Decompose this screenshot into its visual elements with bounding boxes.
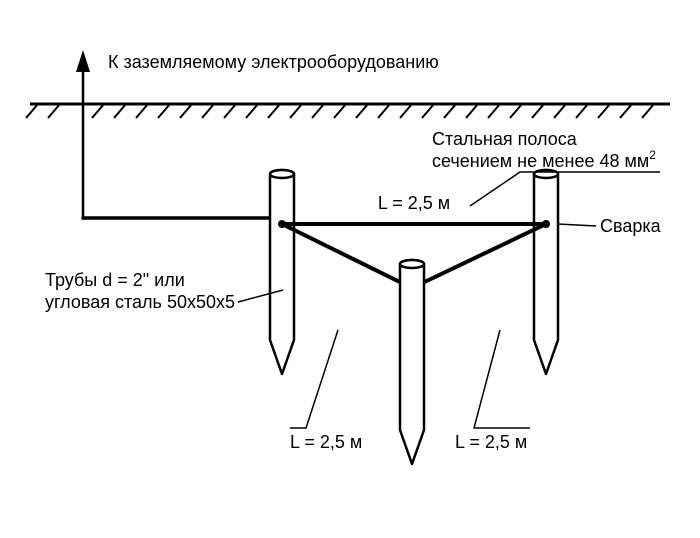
ground-hatch: [268, 104, 280, 118]
electrode-pipe-left: [270, 170, 294, 374]
label-pipes-2: угловая сталь 50х50х5: [45, 292, 235, 312]
label-pipes-1: Трубы d = 2" или: [45, 270, 185, 290]
label-to-equipment: К заземляемому электрооборудованию: [108, 52, 439, 72]
ground-hatch: [378, 104, 390, 118]
leader-steel-strip: [470, 172, 660, 206]
ground-hatch: [488, 104, 500, 118]
label-steel-strip-1: Стальная полоса: [432, 129, 578, 149]
ground-hatch: [48, 104, 60, 118]
ground-hatch: [26, 104, 38, 118]
leader-weld: [558, 224, 596, 226]
ground-hatch: [290, 104, 302, 118]
electrode-pipe-front-cap: [400, 260, 424, 268]
ground-hatch: [312, 104, 324, 118]
ground-hatch: [444, 104, 456, 118]
ground-hatch: [334, 104, 346, 118]
ground-hatch: [554, 104, 566, 118]
ground-hatch: [510, 104, 522, 118]
ground-hatch: [180, 104, 192, 118]
grounding-diagram: К заземляемому электрооборудованию Стальн…: [0, 0, 700, 538]
ground-hatch: [158, 104, 170, 118]
ground-hatch: [422, 104, 434, 118]
label-L-top: L = 2,5 м: [378, 193, 450, 213]
electrode-pipe-front: [400, 260, 424, 464]
strip-diag-left: [282, 224, 412, 288]
ground-hatch: [598, 104, 610, 118]
ground-hatch: [620, 104, 632, 118]
ground-hatch: [466, 104, 478, 118]
label-steel-strip-2: сечением не менее 48 мм2: [432, 148, 656, 171]
electrode-pipe-left-cap: [270, 170, 294, 178]
strip-diag-right: [412, 224, 546, 288]
ground-hatch: [246, 104, 258, 118]
ground-hatch: [202, 104, 214, 118]
ground-hatch: [400, 104, 412, 118]
ground-hatch: [356, 104, 368, 118]
label-L-bottom-left: L = 2,5 м: [290, 432, 362, 452]
electrode-pipe-right: [534, 170, 558, 374]
ground-hatch: [576, 104, 588, 118]
weld-dot: [278, 220, 286, 228]
ground-hatch: [136, 104, 148, 118]
leader-L-br: [474, 330, 530, 428]
label-L-bottom-right: L = 2,5 м: [455, 432, 527, 452]
ground-hatch: [92, 104, 104, 118]
electrode-pipe-right-cap: [534, 170, 558, 178]
label-weld: Сварка: [600, 216, 662, 236]
riser-arrowhead: [76, 50, 90, 72]
leader-L-bl: [290, 330, 338, 428]
ground-hatch: [532, 104, 544, 118]
ground-hatch: [114, 104, 126, 118]
weld-dot: [542, 220, 550, 228]
ground-hatch: [224, 104, 236, 118]
ground-hatch: [642, 104, 654, 118]
